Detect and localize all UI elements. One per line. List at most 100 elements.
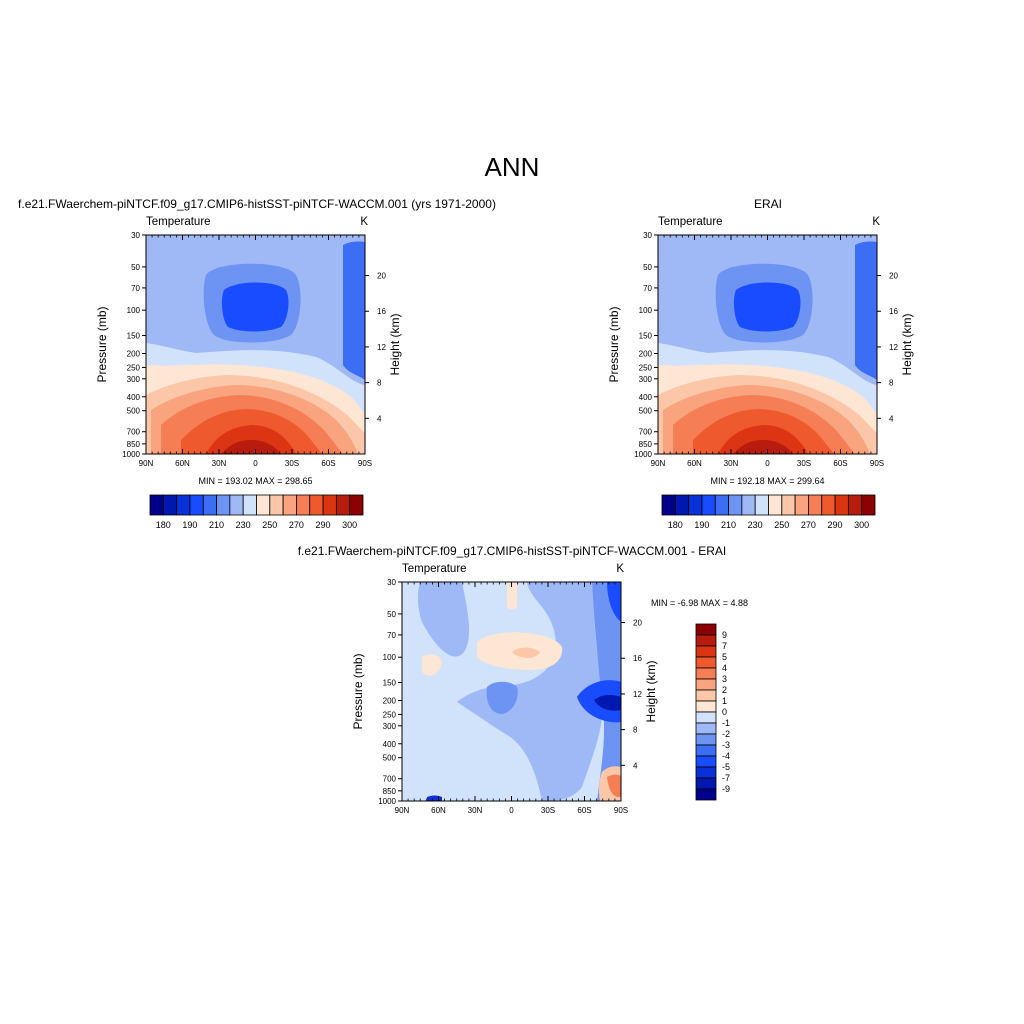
pressure-tick-label: 150 [127, 332, 141, 341]
colorbar-swatch [189, 494, 204, 516]
contour-band [221, 282, 289, 332]
y2-axis-label: Height (km) [388, 313, 402, 375]
pressure-tick-label: 30 [643, 231, 652, 240]
colorbar-swatch [695, 755, 717, 768]
height-tick-label: 4 [633, 761, 638, 770]
panel-model: f.e21.FWaerchem-piNTCF.f09_g17.CMIP6-his… [18, 197, 496, 530]
colorbar-label: 290 [828, 520, 843, 530]
contour-band [607, 582, 621, 622]
colorbar-swatch [768, 494, 783, 516]
contour-band [486, 681, 518, 714]
colorbar-swatch [296, 494, 311, 516]
y-axis-label: Pressure (mb) [351, 653, 365, 729]
y-axis-label: Pressure (mb) [95, 306, 109, 382]
page-title: ANN [485, 152, 540, 182]
height-tick-label: 12 [377, 343, 386, 352]
y-axis-label: Pressure (mb) [607, 306, 621, 382]
pressure-tick-label: 250 [127, 363, 141, 372]
colorbar-label: 270 [801, 520, 816, 530]
colorbar-swatch [695, 634, 717, 647]
contour-band [594, 695, 621, 711]
height-tick-label: 12 [889, 343, 898, 352]
pressure-tick-label: 200 [639, 349, 653, 358]
pressure-tick-label: 50 [131, 263, 140, 272]
lat-tick-label: 90N [395, 806, 410, 815]
colorbar-swatch [688, 494, 703, 516]
pressure-tick-label: 1000 [122, 450, 140, 459]
colorbar-label: 300 [342, 520, 357, 530]
colorbar-label: 190 [182, 520, 197, 530]
contour-band [457, 582, 604, 801]
pressure-tick-label: 500 [639, 407, 653, 416]
colorbar-swatch [695, 656, 717, 669]
colorbar-label: 7 [722, 641, 727, 651]
colorbar-label: -5 [722, 762, 730, 772]
pressure-tick-label: 300 [639, 375, 653, 384]
minmax-stats: MIN = 192.18 MAX = 299.64 [710, 476, 824, 486]
colorbar-swatch [728, 494, 743, 516]
colorbar-label: 230 [236, 520, 251, 530]
contour-band [855, 241, 877, 380]
colorbar-swatch [242, 494, 257, 516]
lat-tick-label: 60S [321, 459, 335, 468]
pressure-tick-label: 700 [127, 428, 141, 437]
pressure-tick-label: 250 [639, 363, 653, 372]
contour-field [146, 235, 365, 454]
pressure-tick-label: 1000 [378, 797, 396, 806]
contour-band [417, 582, 470, 657]
colorbar-swatch [149, 494, 164, 516]
colorbar-swatch [282, 494, 297, 516]
panel-left-label: Temperature [658, 216, 723, 228]
colorbar-swatch [661, 494, 676, 516]
lat-tick-label: 30N [724, 459, 739, 468]
pressure-tick-label: 400 [383, 740, 397, 749]
pressure-tick-label: 1000 [634, 450, 652, 459]
pressure-tick-label: 70 [387, 631, 396, 640]
height-tick-label: 16 [377, 307, 386, 316]
lat-tick-label: 90S [870, 459, 884, 468]
colorbar-swatch [674, 494, 690, 516]
colorbar-label: -7 [722, 773, 730, 783]
contour-field [658, 235, 877, 454]
height-tick-label: 16 [889, 307, 898, 316]
height-tick-label: 8 [633, 726, 638, 735]
contour-band [343, 241, 365, 380]
pressure-tick-label: 700 [383, 775, 397, 784]
lat-tick-label: 90N [651, 459, 666, 468]
colorbar-swatch [176, 494, 191, 516]
colorbar-label: -2 [722, 729, 730, 739]
contour-band [422, 654, 442, 676]
colorbar-swatch [781, 494, 796, 516]
pressure-tick-label: 50 [643, 263, 652, 272]
colorbar-swatch [216, 494, 231, 516]
contour-band [607, 774, 621, 798]
colorbar-swatch [701, 494, 716, 516]
panel-units-label: K [360, 216, 368, 228]
y2-axis-label: Height (km) [644, 660, 658, 722]
colorbar-swatch [202, 494, 217, 516]
colorbar-swatch [714, 494, 729, 516]
colorbar-swatch [695, 700, 717, 713]
pressure-tick-label: 300 [383, 722, 397, 731]
minmax-stats: MIN = -6.98 MAX = 4.88 [651, 598, 748, 608]
pressure-tick-label: 70 [131, 284, 140, 293]
pressure-tick-label: 850 [639, 440, 653, 449]
colorbar-label: 0 [722, 707, 727, 717]
colorbar-swatch [861, 494, 876, 516]
panel-units-label: K [872, 216, 880, 228]
height-tick-label: 4 [377, 414, 382, 423]
height-tick-label: 20 [633, 619, 642, 628]
lat-tick-label: 60S [833, 459, 847, 468]
colorbar-swatch [808, 494, 823, 516]
pressure-tick-label: 150 [639, 332, 653, 341]
minmax-stats: MIN = 193.02 MAX = 298.65 [198, 476, 312, 486]
colorbar-label: 210 [721, 520, 736, 530]
pressure-tick-label: 200 [383, 696, 397, 705]
height-tick-label: 4 [889, 414, 894, 423]
colorbar-label: 250 [774, 520, 789, 530]
lat-tick-label: 0 [253, 459, 258, 468]
pressure-tick-label: 30 [131, 231, 140, 240]
lat-tick-label: 60N [687, 459, 702, 468]
colorbar-label: 2 [722, 685, 727, 695]
